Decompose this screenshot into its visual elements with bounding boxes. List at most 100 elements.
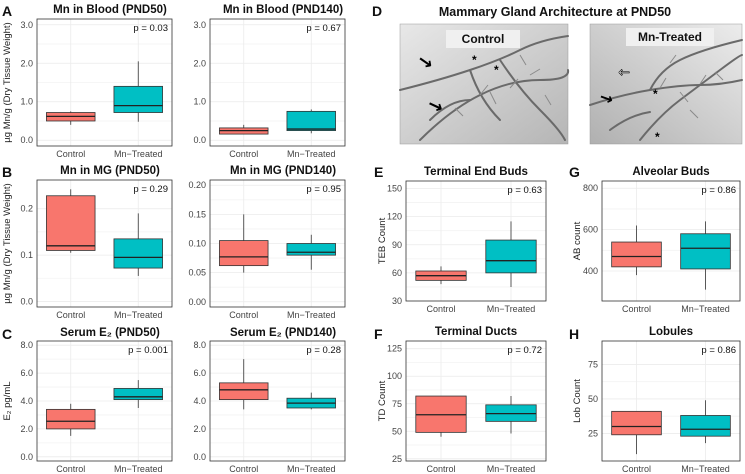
boxplot-e: Terminal End Buds E TEB Count 30 60 90 120 150 C… (374, 164, 547, 314)
star-marker: * (494, 63, 499, 77)
y-axis-label: AB count (572, 221, 583, 260)
panel-letter: H (569, 326, 579, 342)
boxplot-c1: Serum E₂ (PND50) C E₂ pg/mL 0.0 2.0 4.0 6.0 8.0… (2, 326, 173, 474)
y-tick-label: 0.0 (20, 452, 33, 462)
x-tick-label: Control (229, 464, 258, 474)
y-tick-label: 3.0 (20, 20, 33, 30)
y-tick-label: 0.20 (188, 180, 206, 190)
y-tick-label: 2.0 (193, 58, 206, 68)
y-tick-label: 2.0 (20, 424, 33, 434)
box-mn-treated (680, 415, 731, 437)
y-tick-label: 0.15 (188, 209, 206, 219)
image-panel: D Mammary Gland Architecture at PND50 (372, 3, 743, 145)
y-tick-label: 8.0 (20, 340, 33, 350)
x-tick-label: Mn−Treated (287, 310, 335, 320)
y-tick-label: 800 (583, 183, 598, 193)
y-tick-label: 4.0 (20, 396, 33, 406)
y-tick-label: 0.0 (193, 452, 206, 462)
image-panel-title: Mammary Gland Architecture at PND50 (439, 5, 671, 19)
micrograph-control: Control → → * * (399, 23, 570, 145)
y-tick-label: 30 (392, 296, 402, 306)
x-tick-label: Control (622, 304, 651, 314)
x-tick-label: Control (56, 149, 85, 159)
y-tick-label: 50 (392, 426, 402, 436)
x-tick-label: Control (56, 464, 85, 474)
x-tick-label: Control (229, 149, 258, 159)
x-tick-label: Mn−Treated (114, 149, 162, 159)
box-mn-treated (485, 239, 537, 274)
x-tick-label: Mn−Treated (114, 464, 162, 474)
boxplot-h: Lobules H Lob Count 25 50 75 Control Mn−Treated… (569, 326, 741, 474)
y-tick-label: 25 (588, 428, 598, 438)
y-tick-label: 120 (387, 212, 402, 222)
panel-letter: A (2, 3, 12, 19)
arrow-marker: → (597, 87, 616, 109)
panel-letter-d: D (372, 3, 382, 19)
y-tick-label: 90 (392, 240, 402, 250)
star-marker: * (653, 87, 658, 101)
y-tick-label: 0.10 (188, 239, 206, 249)
panel-letter: C (2, 326, 12, 342)
p-value-label: p = 0.95 (306, 184, 341, 195)
image-label-mn-treated: Mn-Treated (638, 30, 702, 44)
plot-frame (405, 340, 547, 462)
p-value-label: p = 0.86 (701, 345, 736, 356)
x-tick-label: Control (622, 464, 651, 474)
box-control (46, 408, 96, 430)
plot-frame (405, 180, 547, 302)
panel-title: Mn in MG (PND140) (230, 165, 336, 177)
plot-frame (601, 340, 741, 462)
y-tick-label: 0.00 (188, 297, 206, 307)
panel-title: Terminal Ducts (435, 326, 517, 338)
y-tick-label: 3.0 (193, 20, 206, 30)
boxplot-a1: Mn in Blood (PND50) Aµg Mn/g (Dry Tissue … (2, 3, 173, 159)
panel-title: Mn in Blood (PND50) (53, 4, 167, 16)
y-tick-label: 0.1 (20, 250, 33, 260)
y-tick-label: 0.0 (20, 135, 33, 145)
y-tick-label: 600 (583, 225, 598, 235)
plot-frame (209, 179, 346, 308)
micrograph-mn-treated: Mn-Treated → → * * (589, 23, 743, 145)
plot-frame (36, 18, 173, 147)
boxplot-b2: Mn in MG (PND140) 0.00 0.05 0.10 0.15 0.20 Con… (188, 165, 346, 320)
y-tick-label: 60 (392, 268, 402, 278)
box-mn-treated (286, 110, 336, 132)
x-tick-label: Mn−Treated (681, 464, 729, 474)
x-tick-label: Control (229, 310, 258, 320)
plot-frame (601, 180, 741, 302)
panel-title: Serum E₂ (PND140) (230, 327, 336, 339)
open-arrow-marker: → (618, 64, 630, 80)
y-axis-label: TEB Count (377, 217, 388, 264)
image-label-control: Control (462, 32, 505, 46)
y-tick-label: 75 (588, 359, 598, 369)
panel-title: Alveolar Buds (632, 166, 709, 178)
y-tick-label: 75 (392, 399, 402, 409)
y-tick-label: 8.0 (193, 340, 206, 350)
p-value-label: p = 0.72 (507, 345, 542, 356)
y-axis-label: µg Mn/g (Dry Tissue Weight) (2, 183, 13, 303)
plot-frame (36, 179, 173, 308)
box-mn-treated (286, 243, 336, 256)
y-tick-label: 125 (387, 344, 402, 354)
box-mn-treated (113, 388, 163, 401)
p-value-label: p = 0.63 (507, 185, 542, 196)
y-tick-label: 0.0 (20, 296, 33, 306)
p-value-label: p = 0.03 (133, 23, 168, 34)
box-control (46, 195, 96, 251)
panel-letter: B (2, 164, 12, 180)
y-tick-label: 0.05 (188, 268, 206, 278)
box-mn-treated (113, 238, 163, 269)
y-tick-label: 1.0 (193, 97, 206, 107)
y-tick-label: 6.0 (20, 368, 33, 378)
box-mn-treated (113, 85, 163, 113)
y-tick-label: 1.0 (20, 97, 33, 107)
box-plot-panels: Mn in Blood (PND50) Aµg Mn/g (Dry Tissue … (2, 3, 741, 474)
x-tick-label: Control (426, 304, 455, 314)
boxplot-a2: Mn in Blood (PND140) 0.0 1.0 2.0 3.0 Control M… (193, 4, 346, 159)
p-value-label: p = 0.86 (701, 185, 736, 196)
x-tick-label: Mn−Treated (487, 464, 535, 474)
y-tick-label: 2.0 (193, 424, 206, 434)
x-tick-label: Control (56, 310, 85, 320)
